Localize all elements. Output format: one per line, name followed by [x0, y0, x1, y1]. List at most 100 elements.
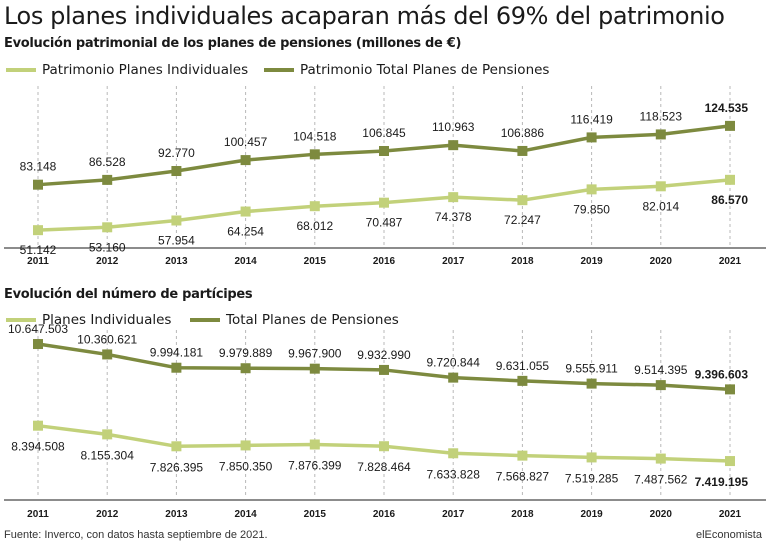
data-label: 7.419.195 [695, 475, 749, 489]
headline: Los planes individuales acaparan más del… [4, 2, 725, 30]
data-label: 9.979.889 [219, 346, 273, 360]
data-label: 86.528 [89, 155, 126, 169]
data-label: 7.487.562 [634, 473, 688, 487]
x-tick-label: 2021 [719, 509, 742, 520]
x-tick-label: 2017 [442, 509, 465, 520]
data-label: 7.568.827 [496, 470, 550, 484]
data-label: 82.014 [642, 199, 679, 213]
data-point [725, 456, 735, 467]
data-label: 9.555.911 [565, 362, 618, 376]
data-point [240, 155, 251, 166]
data-label: 83.148 [20, 160, 57, 174]
data-label: 57.954 [158, 233, 195, 247]
data-label: 9.994.181 [150, 346, 204, 360]
data-label: 74.378 [435, 210, 472, 224]
data-point [171, 362, 182, 373]
data-label: 106.886 [501, 126, 545, 140]
data-point [655, 453, 666, 464]
data-point [655, 380, 666, 391]
data-point [33, 225, 43, 236]
data-point [448, 192, 459, 203]
data-label: 70.487 [366, 216, 403, 230]
data-label: 8.155.304 [81, 448, 135, 462]
data-label: 7.826.395 [150, 460, 204, 474]
data-point [33, 339, 43, 350]
data-point [102, 349, 113, 360]
data-point [725, 120, 735, 131]
data-label: 106.845 [362, 126, 406, 140]
data-label: 7.828.464 [357, 460, 411, 474]
x-tick-label: 2012 [96, 509, 119, 520]
data-point [379, 146, 389, 157]
data-point [171, 441, 182, 452]
data-label: 7.850.350 [219, 459, 273, 473]
data-point [655, 181, 666, 192]
data-point [586, 132, 597, 143]
participes-chart: 2011 2012 2013 2014 2015 2016 2017 2018 2019 2020… [4, 312, 766, 520]
patrimonio-chart: 2011 2012 2013 2014 2015 2016 2017 2018 2019 2020… [4, 62, 766, 267]
x-tick-label: 2011 [27, 256, 49, 267]
data-point [379, 364, 389, 375]
x-tick-label: 2014 [234, 256, 257, 267]
data-point [517, 195, 528, 206]
data-label: 9.932.990 [357, 348, 411, 362]
data-label: 8.394.508 [11, 440, 65, 454]
data-point [655, 129, 666, 140]
data-label: 64.254 [227, 225, 264, 239]
data-point [379, 441, 389, 452]
data-label: 9.514.395 [634, 363, 688, 377]
x-tick-label: 2014 [234, 509, 257, 520]
data-label: 86.570 [711, 193, 748, 207]
data-label: 9.720.844 [427, 356, 481, 370]
data-label: 110.963 [432, 120, 475, 134]
data-point [309, 201, 320, 212]
legend-entry: Planes Individuales [42, 312, 171, 328]
data-point [448, 448, 459, 459]
data-point [240, 206, 251, 217]
legend-entry: Patrimonio Planes Individuales [42, 62, 248, 78]
data-label: 68.012 [296, 219, 333, 233]
data-point [309, 149, 320, 160]
data-point [448, 140, 459, 151]
data-point [309, 363, 320, 374]
x-tick-label: 2013 [165, 256, 188, 267]
x-tick-label: 2012 [96, 256, 119, 267]
data-point [586, 184, 597, 195]
data-point [586, 378, 597, 389]
data-label: 118.523 [640, 109, 683, 123]
data-point [517, 375, 528, 386]
x-tick-label: 2021 [719, 256, 742, 267]
data-point [240, 363, 251, 374]
data-label: 124.535 [705, 101, 749, 115]
brand-logo: elEconomista [695, 529, 762, 541]
data-point [517, 450, 528, 461]
x-tick-label: 2016 [373, 256, 396, 267]
data-label: 53.160 [89, 240, 126, 254]
x-tick-label: 2019 [580, 509, 603, 520]
data-point [725, 384, 735, 395]
data-point [309, 439, 320, 450]
data-label: 7.519.285 [565, 471, 619, 485]
x-tick-label: 2017 [442, 256, 465, 267]
data-label: 116.419 [570, 112, 613, 126]
x-tick-label: 2020 [650, 509, 673, 520]
x-tick-label: 2018 [511, 509, 534, 520]
data-label: 104.518 [293, 129, 337, 143]
data-point [171, 166, 182, 177]
legend-entry: Patrimonio Total Planes de Pensiones [300, 62, 549, 78]
chart2-title: Evolución del número de partícipes [4, 287, 253, 302]
data-point [102, 429, 113, 440]
x-tick-label: 2018 [511, 256, 534, 267]
data-point [171, 215, 182, 226]
data-point [33, 420, 43, 431]
data-label: 10.647.503 [8, 322, 68, 336]
data-label: 9.396.603 [695, 367, 749, 381]
data-point [448, 372, 459, 383]
data-point [102, 174, 113, 185]
data-label: 92.770 [158, 146, 195, 160]
data-label: 7.633.828 [427, 467, 481, 481]
legend-entry: Total Planes de Pensiones [225, 312, 399, 328]
x-tick-label: 2015 [304, 509, 327, 520]
data-label: 51.142 [20, 243, 57, 257]
data-label: 9.631.055 [496, 359, 550, 373]
